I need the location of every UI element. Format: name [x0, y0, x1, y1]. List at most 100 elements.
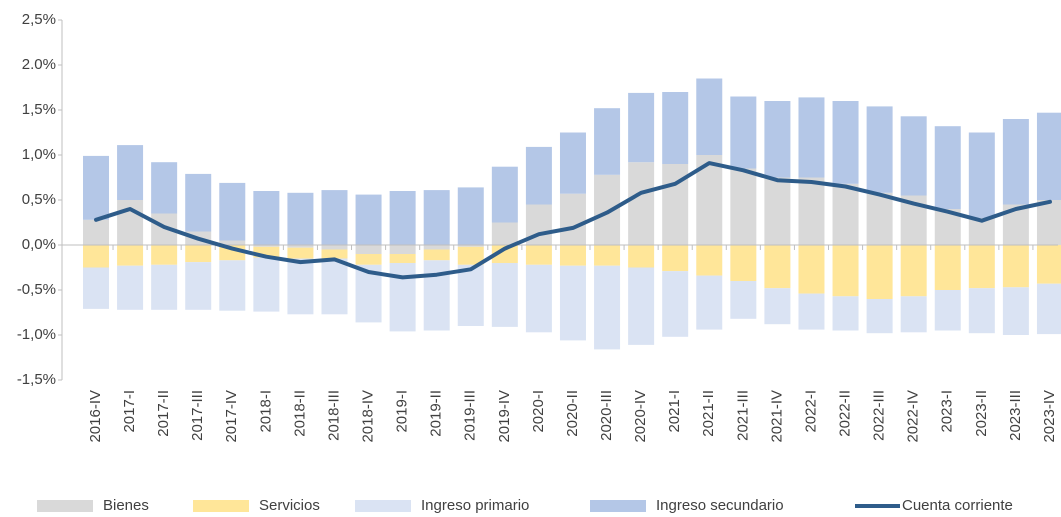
bar	[423, 245, 450, 250]
bar	[321, 245, 348, 250]
bar	[832, 245, 859, 297]
bar	[151, 162, 178, 214]
bar	[696, 245, 723, 276]
bar	[389, 245, 416, 254]
bar	[185, 262, 212, 310]
legend-swatch	[193, 500, 249, 512]
bar	[389, 263, 416, 332]
bar	[355, 254, 382, 265]
bar	[83, 245, 109, 268]
bar	[662, 271, 689, 337]
bar	[730, 281, 757, 319]
bar	[219, 240, 246, 245]
bar	[117, 245, 144, 266]
bar	[730, 245, 757, 281]
bar	[151, 264, 178, 310]
bar	[832, 183, 859, 245]
x-tick-label: 2020-II	[564, 390, 581, 437]
bar	[1002, 245, 1029, 288]
bar	[355, 194, 382, 245]
bar	[117, 200, 144, 245]
x-tick-label: 2023-IV	[1041, 390, 1058, 443]
bar	[594, 174, 621, 245]
bar	[219, 182, 246, 241]
bar	[491, 166, 518, 223]
bar	[628, 162, 655, 245]
bar	[253, 246, 280, 258]
bar	[287, 245, 314, 248]
x-tick-label: 2022-IV	[905, 390, 922, 443]
bar	[117, 265, 144, 310]
bar	[900, 296, 927, 333]
y-tick-label: 2.0%	[22, 56, 56, 73]
bar	[594, 245, 621, 266]
bar	[83, 267, 109, 309]
bar	[798, 97, 825, 178]
y-tick-label: -0,5%	[17, 281, 56, 298]
bar	[1036, 200, 1061, 245]
bar	[900, 116, 927, 196]
x-tick-label: 2023-III	[1007, 390, 1024, 441]
bar	[457, 246, 484, 265]
x-tick-label: 2019-III	[462, 390, 479, 441]
bar	[866, 106, 893, 193]
bar	[662, 245, 689, 272]
bar	[968, 288, 995, 334]
bar	[594, 108, 621, 175]
bar	[117, 145, 144, 200]
bar	[253, 257, 280, 312]
y-tick-label: 1,0%	[22, 146, 56, 163]
bar	[185, 245, 212, 263]
bar	[253, 245, 280, 247]
x-tick-label: 2022-I	[802, 390, 819, 433]
legend-label: Ingreso secundario	[656, 497, 784, 514]
bar	[491, 222, 518, 245]
x-tick-label: 2023-II	[973, 390, 990, 437]
bar	[287, 258, 314, 315]
legend-label: Ingreso primario	[421, 497, 529, 514]
bar	[764, 101, 791, 178]
y-tick-label: -1,0%	[17, 326, 56, 343]
bar	[525, 245, 552, 265]
bar	[900, 245, 927, 297]
bar	[355, 245, 382, 254]
x-tick-label: 2021-IV	[768, 390, 785, 443]
bar	[832, 101, 859, 184]
y-tick-label: -1,5%	[17, 371, 56, 388]
bar	[934, 245, 961, 290]
bar	[764, 288, 791, 325]
bar	[628, 92, 655, 163]
x-tick-label: 2020-I	[530, 390, 547, 433]
y-tick-label: 0,0%	[22, 236, 56, 253]
bar	[559, 245, 586, 266]
bar	[764, 177, 791, 245]
bar	[83, 219, 109, 245]
bar	[491, 245, 518, 263]
bar	[559, 265, 586, 341]
x-tick-label: 2019-II	[428, 390, 445, 437]
bar	[287, 247, 314, 259]
x-tick-label: 2016-IV	[87, 390, 104, 443]
line-series	[94, 161, 1052, 280]
bar	[83, 155, 109, 220]
bar	[321, 258, 348, 315]
bar	[662, 92, 689, 164]
bar	[798, 293, 825, 330]
bar	[594, 265, 621, 350]
x-tick-label: 2019-IV	[496, 390, 513, 443]
bar	[287, 192, 314, 245]
x-tick-label: 2017-II	[155, 390, 172, 437]
x-tick-label: 2022-II	[837, 390, 854, 437]
bar	[525, 146, 552, 205]
x-tick-label: 2018-III	[325, 390, 342, 441]
bar	[696, 78, 723, 155]
bar	[219, 260, 246, 311]
bar	[968, 245, 995, 289]
legend-swatch	[590, 500, 646, 512]
bar	[423, 260, 450, 331]
bar	[798, 177, 825, 245]
x-tick-label: 2021-II	[700, 390, 717, 437]
bar	[1036, 112, 1061, 200]
bar	[1002, 119, 1029, 205]
bar	[321, 249, 348, 259]
